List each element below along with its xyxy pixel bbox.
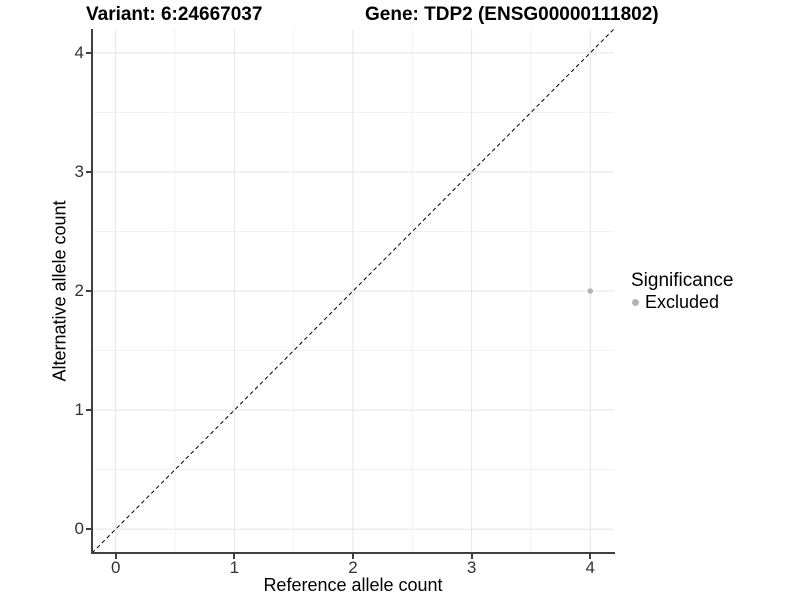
y-tick-mark — [86, 170, 91, 173]
y-tick-label: 4 — [74, 42, 84, 62]
y-tick-label: 0 — [74, 519, 84, 539]
x-tick-mark — [470, 554, 473, 559]
data-point — [587, 288, 594, 294]
legend-item: Excluded — [631, 292, 733, 313]
x-tick-mark — [589, 554, 592, 559]
y-tick-label: 1 — [74, 400, 84, 420]
x-tick-label: 4 — [585, 558, 595, 577]
y-tick-mark — [86, 528, 91, 531]
x-tick-label: 0 — [110, 558, 121, 577]
y-tick-label: 2 — [74, 281, 84, 300]
x-axis-title: Reference allele count — [263, 575, 443, 595]
legend-item-label: Excluded — [645, 292, 720, 312]
y-tick-mark — [86, 51, 91, 54]
x-tick-label: 3 — [466, 558, 477, 577]
x-tick-label: 1 — [229, 558, 240, 577]
x-tick-label: 2 — [348, 558, 358, 577]
x-tick-mark — [114, 554, 117, 559]
y-axis-line — [91, 29, 93, 554]
x-tick-mark — [233, 554, 236, 559]
identity-line — [92, 29, 614, 553]
x-tick-mark — [352, 554, 354, 559]
plot-title-variant: Variant: 6:24667037 — [86, 4, 263, 25]
x-axis-line — [91, 552, 615, 554]
legend: Significance Excluded — [631, 269, 733, 313]
legend-point-icon — [632, 299, 639, 306]
plot-title-gene: Gene: TDP2 (ENSG00000111802) — [365, 4, 659, 25]
y-tick-label: 3 — [74, 161, 84, 181]
y-tick-mark — [86, 290, 91, 292]
y-tick-mark — [86, 409, 91, 412]
plot-panel — [92, 29, 614, 553]
legend-title: Significance — [631, 270, 734, 291]
